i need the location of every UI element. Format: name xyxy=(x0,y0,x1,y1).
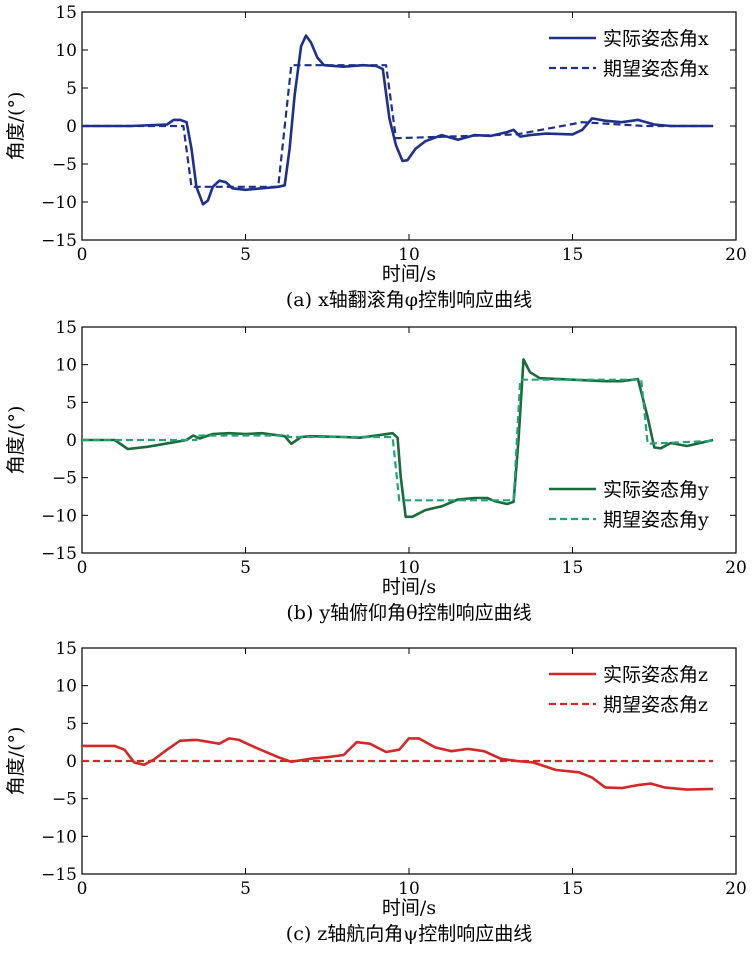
x-tick-label: 5 xyxy=(240,245,251,265)
panel-caption: (c) z轴航向角ψ控制响应曲线 xyxy=(286,923,532,945)
y-tick-label: 5 xyxy=(66,714,77,734)
legend-label-0: 实际姿态角z xyxy=(603,664,708,686)
y-tick-label: −15 xyxy=(41,865,77,885)
x-axis-label: 时间/s xyxy=(382,263,436,285)
y-tick-label: 0 xyxy=(66,117,77,137)
y-tick-label: −10 xyxy=(41,193,77,213)
x-tick-label: 15 xyxy=(562,879,584,899)
legend-label-1: 期望姿态角x xyxy=(603,58,709,80)
y-tick-label: 15 xyxy=(55,639,77,659)
legend-label-0: 实际姿态角x xyxy=(603,28,709,50)
x-tick-label: 10 xyxy=(398,245,420,265)
y-axis-label: 角度/(°) xyxy=(5,406,27,475)
x-tick-label: 5 xyxy=(240,879,251,899)
y-axis-label: 角度/(°) xyxy=(5,727,27,796)
legend: 实际姿态角z 期望姿态角z xyxy=(549,664,708,716)
y-tick-label: 0 xyxy=(66,752,77,772)
y-tick-label: −5 xyxy=(52,155,77,175)
x-tick-label: 20 xyxy=(725,558,747,578)
panel-caption: (a) x轴翻滚角φ控制响应曲线 xyxy=(286,289,532,311)
x-tick-label: 10 xyxy=(398,558,420,578)
y-tick-label: 10 xyxy=(55,356,77,376)
y-axis-label: 角度/(°) xyxy=(5,92,27,161)
y-tick-label: 5 xyxy=(66,393,77,413)
y-tick-label: 15 xyxy=(55,318,77,338)
y-tick-label: 10 xyxy=(55,41,77,61)
x-axis-label: 时间/s xyxy=(382,897,436,919)
x-tick-label: 15 xyxy=(562,558,584,578)
x-tick-label: 0 xyxy=(77,558,88,578)
y-tick-label: −15 xyxy=(41,544,77,564)
legend-label-1: 期望姿态角z xyxy=(603,694,708,716)
x-tick-label: 10 xyxy=(398,879,420,899)
x-tick-label: 20 xyxy=(725,245,747,265)
x-axis-label: 时间/s xyxy=(382,576,436,598)
legend-label-0: 实际姿态角y xyxy=(603,479,709,501)
series-line-0 xyxy=(82,737,714,791)
y-tick-label: −15 xyxy=(41,231,77,251)
y-tick-label: 0 xyxy=(66,431,77,451)
series-line-1 xyxy=(82,64,714,188)
y-tick-label: 15 xyxy=(55,3,77,23)
x-tick-label: 20 xyxy=(725,879,747,899)
legend-label-1: 期望姿态角y xyxy=(603,509,709,531)
y-tick-label: −10 xyxy=(41,506,77,526)
y-tick-label: −5 xyxy=(52,469,77,489)
y-tick-label: −10 xyxy=(41,827,77,847)
legend: 实际姿态角x 期望姿态角x xyxy=(549,28,709,80)
y-tick-label: −5 xyxy=(52,790,77,810)
x-tick-label: 0 xyxy=(77,879,88,899)
y-tick-label: 10 xyxy=(55,677,77,697)
panel-caption: (b) y轴俯仰角θ控制响应曲线 xyxy=(286,602,531,624)
x-tick-label: 0 xyxy=(77,245,88,265)
series-line-0 xyxy=(82,358,714,519)
x-tick-label: 5 xyxy=(240,558,251,578)
legend: 实际姿态角y 期望姿态角y xyxy=(549,479,709,531)
x-tick-label: 15 xyxy=(562,245,584,265)
y-tick-label: 5 xyxy=(66,79,77,99)
